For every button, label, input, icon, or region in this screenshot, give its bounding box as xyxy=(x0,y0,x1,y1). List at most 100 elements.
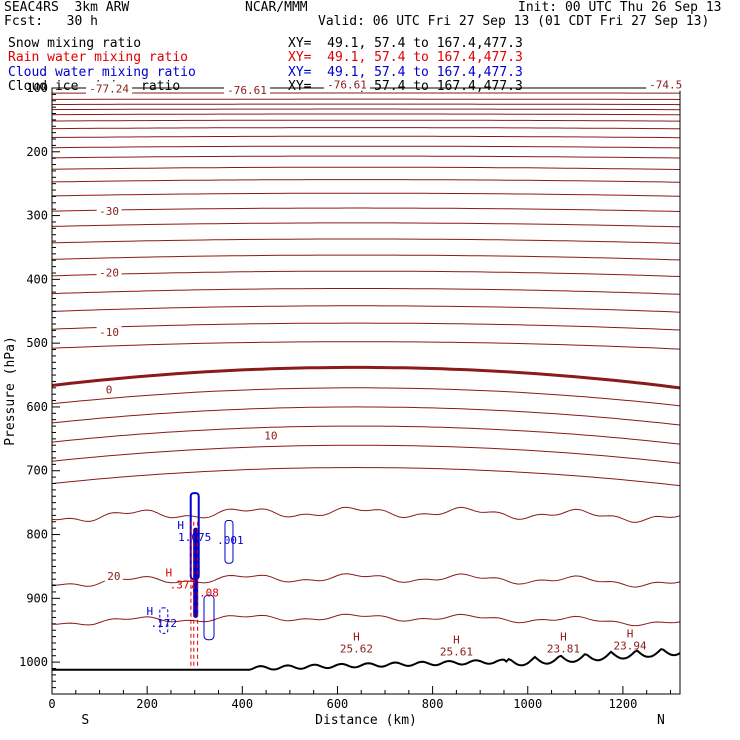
isotherm-10 xyxy=(51,166,681,170)
isotherm-14 xyxy=(51,222,681,228)
y-tick-label-800: 800 xyxy=(26,528,48,542)
high-marker-3: H xyxy=(627,627,634,640)
isotherm-label-6: -10 xyxy=(99,326,119,339)
isotherm-label-bg-6 xyxy=(96,326,122,339)
isotherm-25 xyxy=(51,444,681,464)
isotherm-label-3: -76.61 xyxy=(327,79,367,92)
isotherm-22 xyxy=(51,387,681,407)
x-tick-label-1000: 1000 xyxy=(513,697,542,711)
isotherm-zero xyxy=(51,365,681,390)
y-tick-label-600: 600 xyxy=(26,400,48,414)
isotherm-label-bg-3 xyxy=(323,78,370,91)
high-value-2: 23.81 xyxy=(547,643,580,656)
y-tick-label-400: 400 xyxy=(26,272,48,286)
mixing-value-2: .377 xyxy=(170,579,197,592)
field-snow-xy: XY= 49.1, 57.4 to 167.4,477.3 xyxy=(288,36,523,51)
isotherm-label-9: 20 xyxy=(107,570,120,583)
mixing-value-1: .001 xyxy=(217,534,244,547)
field-snow-name: Snow mixing ratio xyxy=(8,36,142,51)
isotherm-5 xyxy=(52,119,680,122)
high-value-3: 23.94 xyxy=(613,639,646,652)
x-tick-label-0: 0 xyxy=(48,697,55,711)
y-tick-label-200: 200 xyxy=(26,145,48,159)
isotherm-17 xyxy=(51,270,681,277)
y-tick-label-900: 900 xyxy=(26,591,48,605)
field-cloudwater-name: Cloud water mixing ratio xyxy=(8,65,196,80)
header-valid: Valid: 06 UTC Fri 27 Sep 13 (01 CDT Fri … xyxy=(318,14,710,29)
isotherm-label-bg-7 xyxy=(103,383,115,396)
plot-frame xyxy=(51,87,681,695)
x-tick-label-400: 400 xyxy=(231,697,253,711)
isotherm-21 xyxy=(51,341,681,350)
isotherm-label-bg-4 xyxy=(96,205,122,218)
header-left-2: Fcst: 30 h xyxy=(4,14,98,29)
isotherm-6 xyxy=(52,127,681,130)
header-init: Init: 00 UTC Thu 26 Sep 13 xyxy=(518,0,722,15)
y-tick-label-100: 100 xyxy=(26,81,48,95)
isotherm-label-bg-9 xyxy=(104,569,123,582)
isotherm-label-bg-1 xyxy=(224,83,271,96)
isotherm-wavy-2 xyxy=(51,573,681,588)
isotherm-wavy-1 xyxy=(51,506,681,523)
isotherm-3 xyxy=(51,108,681,111)
isotherm-19 xyxy=(51,305,681,313)
isotherm-9 xyxy=(51,155,681,159)
y-axis-label: Pressure (hPa) xyxy=(3,336,18,446)
isotherm-label-8: 10 xyxy=(264,430,277,443)
isotherm-12 xyxy=(51,192,681,197)
x-tick-label-1200: 1200 xyxy=(608,697,637,711)
isotherm-label-1: -76.61 xyxy=(227,84,267,97)
isotherm-label-5: -20 xyxy=(99,266,119,279)
cloud-water-cell-west xyxy=(159,607,169,634)
field-rain-xy: XY= 49.1, 57.4 to 167.4,477.3 xyxy=(288,50,523,65)
cloud-water-cell-low xyxy=(203,594,215,641)
isotherm-23 xyxy=(51,406,681,426)
y-tick-label-700: 700 xyxy=(26,464,48,478)
high-value-0: 25.62 xyxy=(340,643,373,656)
mixing-value-3: .08 xyxy=(199,586,219,599)
mixing-value-0: 1.075 xyxy=(178,531,211,544)
field-rain-name: Rain water mixing ratio xyxy=(8,50,189,65)
mixing-marker-0: H xyxy=(177,519,184,532)
y-tick-label-300: 300 xyxy=(26,209,48,223)
isotherm-label-0: -77.24 xyxy=(89,83,129,96)
x-axis-label: Distance (km) xyxy=(315,713,417,728)
x-end-label-right: N xyxy=(657,713,665,728)
isotherm-label-bg-2 xyxy=(646,78,686,91)
isotherm-11 xyxy=(51,179,681,183)
isotherm-26 xyxy=(51,466,681,487)
isotherm-8 xyxy=(51,145,681,149)
field-cloudwater-xy: XY= 49.1, 57.4 to 167.4,477.3 xyxy=(288,65,523,80)
isotherm-label-bg-8 xyxy=(261,429,280,442)
isotherm-2 xyxy=(52,103,681,106)
isotherm-4 xyxy=(51,113,680,116)
header-center: NCAR/MMM xyxy=(245,0,308,15)
isotherm-label-bg-5 xyxy=(96,266,122,279)
isotherm-label-4: -30 xyxy=(99,205,119,218)
isotherm-label-bg-0 xyxy=(86,82,133,95)
isotherm-label-2: -74.5 xyxy=(649,79,682,92)
isotherm-label-7: 0 xyxy=(106,384,113,397)
y-tick-label-500: 500 xyxy=(26,336,48,350)
y-tick-label-1000: 1000 xyxy=(19,655,48,669)
mixing-value-4: .172 xyxy=(151,617,178,630)
high-marker-0: H xyxy=(353,631,360,644)
isotherm-16 xyxy=(51,254,681,261)
isotherm-15 xyxy=(51,238,681,244)
high-marker-1: H xyxy=(453,634,460,647)
x-tick-label-800: 800 xyxy=(422,697,444,711)
cloud-water-cell-east xyxy=(224,519,234,564)
mixing-marker-4: H xyxy=(146,605,153,618)
isotherm-20 xyxy=(51,322,681,331)
isotherm-7 xyxy=(51,135,681,139)
isotherm-wavy-3 xyxy=(51,613,681,627)
high-marker-2: H xyxy=(560,631,567,644)
high-value-1: 25.61 xyxy=(440,646,473,659)
mixing-marker-2: H xyxy=(166,567,173,580)
x-tick-label-200: 200 xyxy=(136,697,158,711)
header-left-1: SEAC4RS 3km ARW xyxy=(4,0,130,15)
terrain-line xyxy=(52,648,681,671)
x-tick-label-600: 600 xyxy=(327,697,349,711)
isotherm-13 xyxy=(51,207,681,212)
